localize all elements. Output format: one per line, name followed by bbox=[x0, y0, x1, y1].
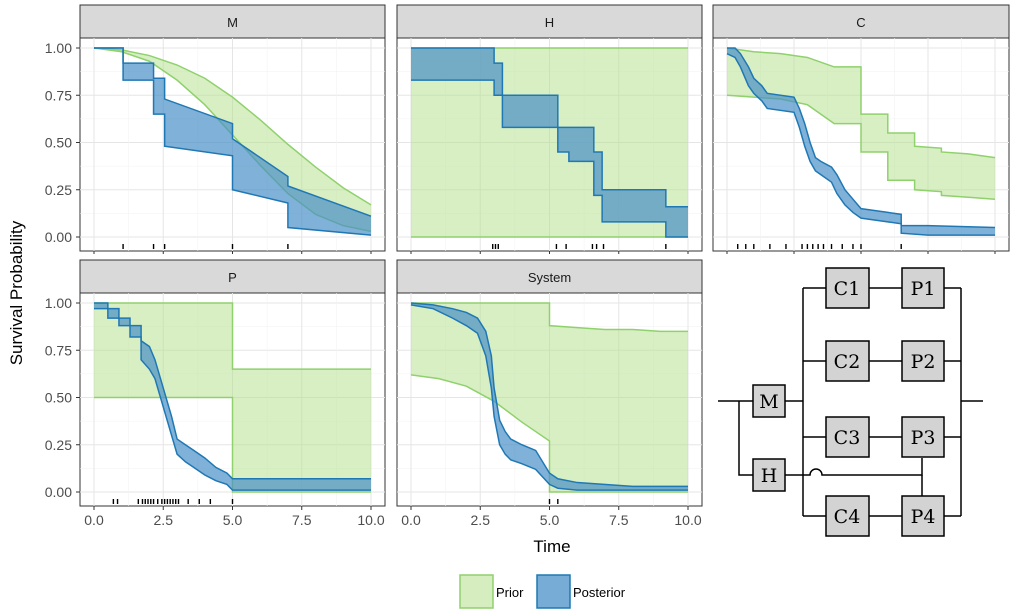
component-box-c1 bbox=[825, 267, 870, 309]
legend-label-prior: Prior bbox=[496, 585, 524, 600]
strip-label: C bbox=[856, 15, 865, 30]
component-label-c2: C2 bbox=[834, 351, 861, 373]
legend-key-posterior bbox=[536, 574, 571, 609]
posterior-lower-line bbox=[94, 47, 372, 236]
posterior-ribbon bbox=[94, 48, 371, 236]
component-label-p3: P3 bbox=[911, 427, 936, 449]
strip bbox=[396, 4, 703, 39]
component-box-p3 bbox=[901, 416, 945, 458]
x-tick-label: 5.0 bbox=[540, 512, 560, 528]
panel-system: System 0.0 2.5 5.0 7.5 10.0 bbox=[396, 259, 703, 528]
posterior-upper-line bbox=[411, 47, 688, 208]
x-tick-label: 10.0 bbox=[357, 512, 384, 528]
y-axis-title: Survival Probability bbox=[7, 220, 26, 365]
x-tick-label: 2.5 bbox=[154, 512, 174, 528]
posterior-lower-line bbox=[94, 307, 371, 491]
y-tick-label: 0.00 bbox=[45, 229, 72, 245]
facet-panels: M 0.00 0.25 0.50 0.75 1.00 H C P 0.00 0.25 0.50 0.75… bbox=[45, 4, 1010, 528]
y-tick-label: 0.50 bbox=[45, 390, 72, 406]
y-tick-label: 0.50 bbox=[45, 135, 72, 151]
x-axis-title: Time bbox=[533, 537, 570, 556]
x-tick-label: 10.0 bbox=[674, 512, 701, 528]
component-box-c4 bbox=[825, 495, 870, 537]
component-label-p4: P4 bbox=[911, 506, 936, 528]
posterior-upper-line bbox=[410, 302, 688, 488]
y-tick-label: 0.75 bbox=[45, 87, 72, 103]
posterior-upper-line bbox=[727, 47, 996, 229]
component-label-m: M bbox=[759, 391, 778, 413]
panel-p: P 0.00 0.25 0.50 0.75 1.00 0.0 2.5 5.0 7.5 10.0 bbox=[45, 259, 386, 528]
component-label-c4: C4 bbox=[834, 506, 861, 528]
component-label-c3: C3 bbox=[834, 427, 861, 449]
x-tick-label: 0.0 bbox=[401, 512, 421, 528]
component-box-m bbox=[752, 384, 786, 418]
component-label-h: H bbox=[761, 465, 778, 487]
prior-upper-line bbox=[411, 302, 688, 333]
strip bbox=[79, 4, 386, 39]
prior-upper-line bbox=[726, 47, 996, 159]
x-tick-label: 0.0 bbox=[84, 512, 104, 528]
posterior-lower-line bbox=[726, 52, 995, 236]
y-tick-label: 0.00 bbox=[45, 484, 72, 500]
y-tick-label: 1.00 bbox=[45, 295, 72, 311]
x-tick-label: 5.0 bbox=[223, 512, 243, 528]
wire bbox=[944, 287, 961, 517]
legend-label-posterior: Posterior bbox=[573, 585, 626, 600]
x-tick-label: 7.5 bbox=[292, 512, 312, 528]
component-box-p4 bbox=[901, 495, 945, 537]
strip-label: M bbox=[227, 15, 238, 30]
prior-upper-line bbox=[94, 302, 371, 370]
y-tick-label: 0.25 bbox=[45, 437, 72, 453]
wire bbox=[803, 458, 923, 476]
prior-upper-line bbox=[93, 47, 372, 206]
x-tick-label: 2.5 bbox=[471, 512, 491, 528]
y-tick-label: 0.25 bbox=[45, 182, 72, 198]
component-box-c2 bbox=[825, 340, 870, 382]
strip bbox=[712, 4, 1010, 39]
y-tick-label: 0.75 bbox=[45, 342, 72, 358]
panel-h: H bbox=[396, 4, 703, 254]
system-diagram bbox=[718, 267, 983, 537]
component-box-c3 bbox=[825, 416, 870, 458]
strip-label: H bbox=[545, 15, 554, 30]
strip-label: System bbox=[528, 270, 571, 285]
x-tick-label: 7.5 bbox=[609, 512, 629, 528]
component-label-c1: C1 bbox=[834, 278, 861, 300]
prior-ribbon bbox=[411, 303, 688, 492]
component-box-p2 bbox=[901, 340, 945, 382]
posterior-lower-line bbox=[411, 79, 688, 238]
strip bbox=[396, 259, 703, 294]
y-tick-label: 1.00 bbox=[45, 40, 72, 56]
component-box-p1 bbox=[901, 267, 945, 309]
posterior-ribbon bbox=[94, 303, 371, 491]
panel-m: M 0.00 0.25 0.50 0.75 1.00 bbox=[45, 4, 386, 254]
wire bbox=[803, 287, 826, 517]
wire bbox=[869, 287, 902, 517]
component-label-p2: P2 bbox=[911, 351, 936, 373]
component-label-p1: P1 bbox=[911, 278, 936, 300]
panel-c: C bbox=[712, 4, 1010, 254]
legend-key-prior bbox=[459, 574, 494, 609]
posterior-upper-line bbox=[94, 302, 371, 480]
system-diagram-labels: M H C1 C2 C3 C4 P1 P2 P3 P4 bbox=[759, 278, 935, 528]
strip-label: P bbox=[228, 270, 237, 285]
prior-ribbon bbox=[94, 48, 371, 232]
posterior-lower-line bbox=[410, 304, 688, 491]
legend: Prior Posterior bbox=[459, 574, 626, 609]
component-box-h bbox=[752, 458, 786, 492]
wire bbox=[738, 401, 753, 476]
